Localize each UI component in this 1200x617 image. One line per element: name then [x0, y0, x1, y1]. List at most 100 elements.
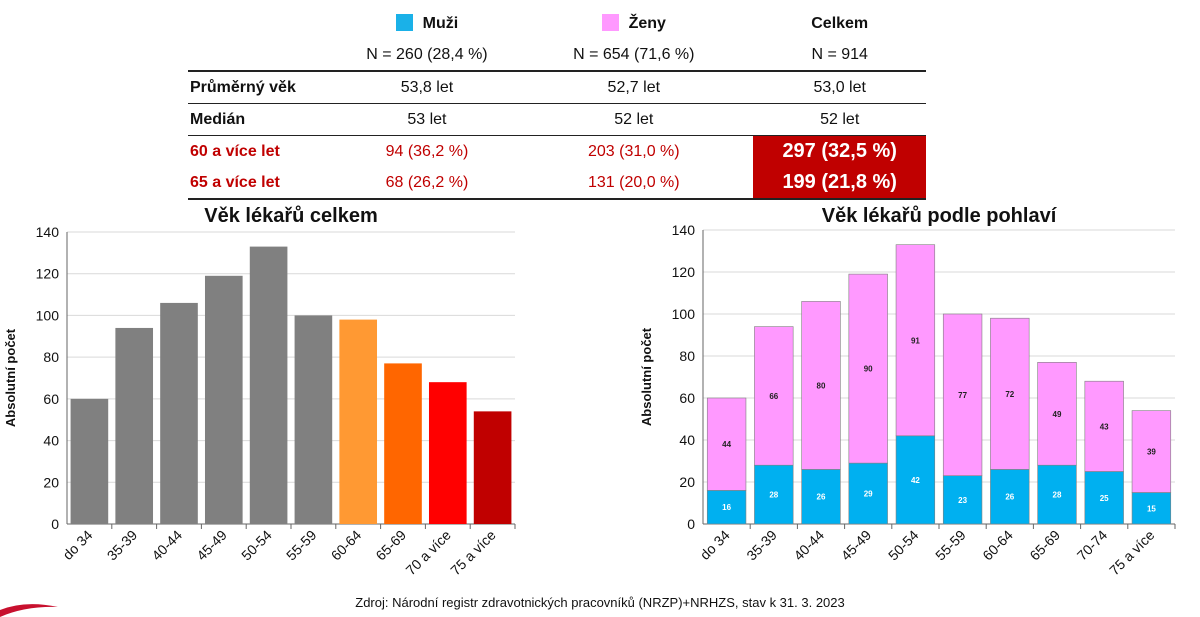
x-tick-label: 50-54: [238, 527, 275, 564]
muzi-legend-swatch: [396, 14, 413, 31]
cell-celkem: 52 let: [753, 104, 926, 136]
header-celkem: Celkem: [753, 8, 926, 39]
n-row-empty: [188, 39, 340, 71]
x-tick-label: 55-59: [283, 527, 320, 564]
cell-celkem-highlight: 199 (21,8 %): [753, 167, 926, 199]
y-tick-label: 140: [672, 222, 696, 238]
row-label: Medián: [188, 104, 340, 136]
cell-zeny: 52,7 let: [514, 71, 753, 104]
y-tick-label: 120: [36, 266, 60, 282]
n-row: N = 260 (28,4 %) N = 654 (71,6 %) N = 91…: [188, 39, 926, 71]
table-row-65-plus: 65 a více let 68 (26,2 %) 131 (20,0 %) 1…: [188, 167, 926, 199]
data-label: 91: [911, 336, 920, 345]
age-by-gender-chart: Věk lékařů podle pohlaví 0 20 40 60 80 100 120 1…: [630, 200, 1200, 595]
zeny-legend-swatch: [602, 14, 619, 31]
age-total-chart: Věk lékařů celkem 0 20 40 60 80 100 120 140 Absol…: [0, 200, 560, 595]
chart-title: Věk lékařů podle pohlaví: [822, 205, 1058, 227]
data-label: 49: [1053, 410, 1062, 419]
bar: [339, 320, 377, 524]
y-tick-label: 60: [679, 390, 695, 406]
x-tick-label: 75 a více: [1106, 527, 1158, 579]
data-label: 77: [958, 391, 967, 400]
y-tick-label: 120: [672, 264, 696, 280]
header-muzi: Muži: [340, 8, 514, 39]
cell-zeny: 52 let: [514, 104, 753, 136]
data-label: 16: [722, 503, 731, 512]
y-tick-label: 0: [687, 516, 695, 532]
data-label: 23: [958, 496, 967, 505]
data-label: 25: [1100, 494, 1109, 503]
y-tick-label: 100: [672, 306, 696, 322]
header-empty-cell: [188, 8, 340, 39]
bar: [71, 399, 109, 524]
data-label: 28: [1053, 491, 1062, 500]
bar: [160, 303, 198, 524]
cell-muzi: 94 (36,2 %): [340, 136, 514, 168]
source-note: Zdroj: Národní registr zdravotnických pr…: [0, 595, 1200, 610]
bar: [115, 328, 153, 524]
header-zeny: Ženy: [514, 8, 753, 39]
n-celkem: N = 914: [753, 39, 926, 71]
x-tick-label: do 34: [59, 527, 95, 563]
y-tick-label: 40: [679, 432, 695, 448]
n-muzi: N = 260 (28,4 %): [340, 39, 514, 71]
y-axis-label: Absolutní počet: [3, 328, 18, 427]
header-muzi-label: Muži: [423, 15, 459, 32]
y-tick-label: 60: [43, 391, 59, 407]
bar: [474, 411, 512, 524]
summary-table-container: Muži Ženy Celkem N = 260 (28,4 %) N = 65…: [188, 8, 926, 200]
x-tick-label: 50-54: [885, 527, 922, 564]
bar: [384, 363, 422, 524]
summary-table: Muži Ženy Celkem N = 260 (28,4 %) N = 65…: [188, 8, 926, 200]
bar: [295, 315, 333, 524]
cell-celkem: 53,0 let: [753, 71, 926, 104]
bar: [250, 247, 288, 524]
y-tick-label: 80: [679, 348, 695, 364]
y-tick-label: 20: [43, 474, 59, 490]
table-row-mean-age: Průměrný věk 53,8 let 52,7 let 53,0 let: [188, 71, 926, 104]
x-tick-label: 40-44: [148, 527, 185, 564]
x-tick-label: 75 a více: [447, 527, 499, 579]
x-tick-label: 40-44: [790, 527, 827, 564]
data-label: 26: [1005, 493, 1014, 502]
bar: [205, 276, 243, 524]
y-tick-label: 0: [51, 516, 59, 532]
header-zeny-label: Ženy: [629, 15, 666, 32]
table-row-median: Medián 53 let 52 let 52 let: [188, 104, 926, 136]
data-label: 39: [1147, 448, 1156, 457]
x-tick-label: 45-49: [193, 527, 230, 564]
y-tick-label: 140: [36, 224, 60, 240]
x-tick-label: 70-74: [1074, 527, 1111, 564]
x-tick-label: 35-39: [104, 527, 141, 564]
x-tick-label: do 34: [697, 527, 733, 563]
y-axis-label: Absolutní počet: [639, 327, 654, 426]
cell-celkem-highlight: 297 (32,5 %): [753, 136, 926, 168]
row-label: 60 a více let: [188, 136, 340, 168]
y-tick-label: 40: [43, 433, 59, 449]
header-celkem-label: Celkem: [811, 15, 868, 32]
n-zeny: N = 654 (71,6 %): [514, 39, 753, 71]
bar: [429, 382, 467, 524]
data-label: 28: [769, 491, 778, 500]
x-tick-label: 35-39: [743, 527, 780, 564]
cell-muzi: 53,8 let: [340, 71, 514, 104]
data-label: 15: [1147, 504, 1156, 513]
x-tick-label: 65-69: [372, 527, 409, 564]
x-tick-label: 45-49: [838, 527, 875, 564]
chart-title: Věk lékařů celkem: [204, 205, 377, 227]
table-header-row: Muži Ženy Celkem: [188, 8, 926, 39]
y-tick-label: 20: [679, 474, 695, 490]
cell-zeny: 131 (20,0 %): [514, 167, 753, 199]
data-label: 44: [722, 440, 731, 449]
x-tick-label: 55-59: [932, 527, 969, 564]
cell-muzi: 53 let: [340, 104, 514, 136]
x-tick-label: 65-69: [1026, 527, 1063, 564]
y-tick-label: 100: [36, 307, 60, 323]
data-label: 66: [769, 392, 778, 401]
data-label: 29: [864, 490, 873, 499]
y-tick-label: 80: [43, 349, 59, 365]
cell-muzi: 68 (26,2 %): [340, 167, 514, 199]
data-label: 72: [1005, 390, 1014, 399]
table-row-60-plus: 60 a více let 94 (36,2 %) 203 (31,0 %) 2…: [188, 136, 926, 168]
data-label: 42: [911, 476, 920, 485]
